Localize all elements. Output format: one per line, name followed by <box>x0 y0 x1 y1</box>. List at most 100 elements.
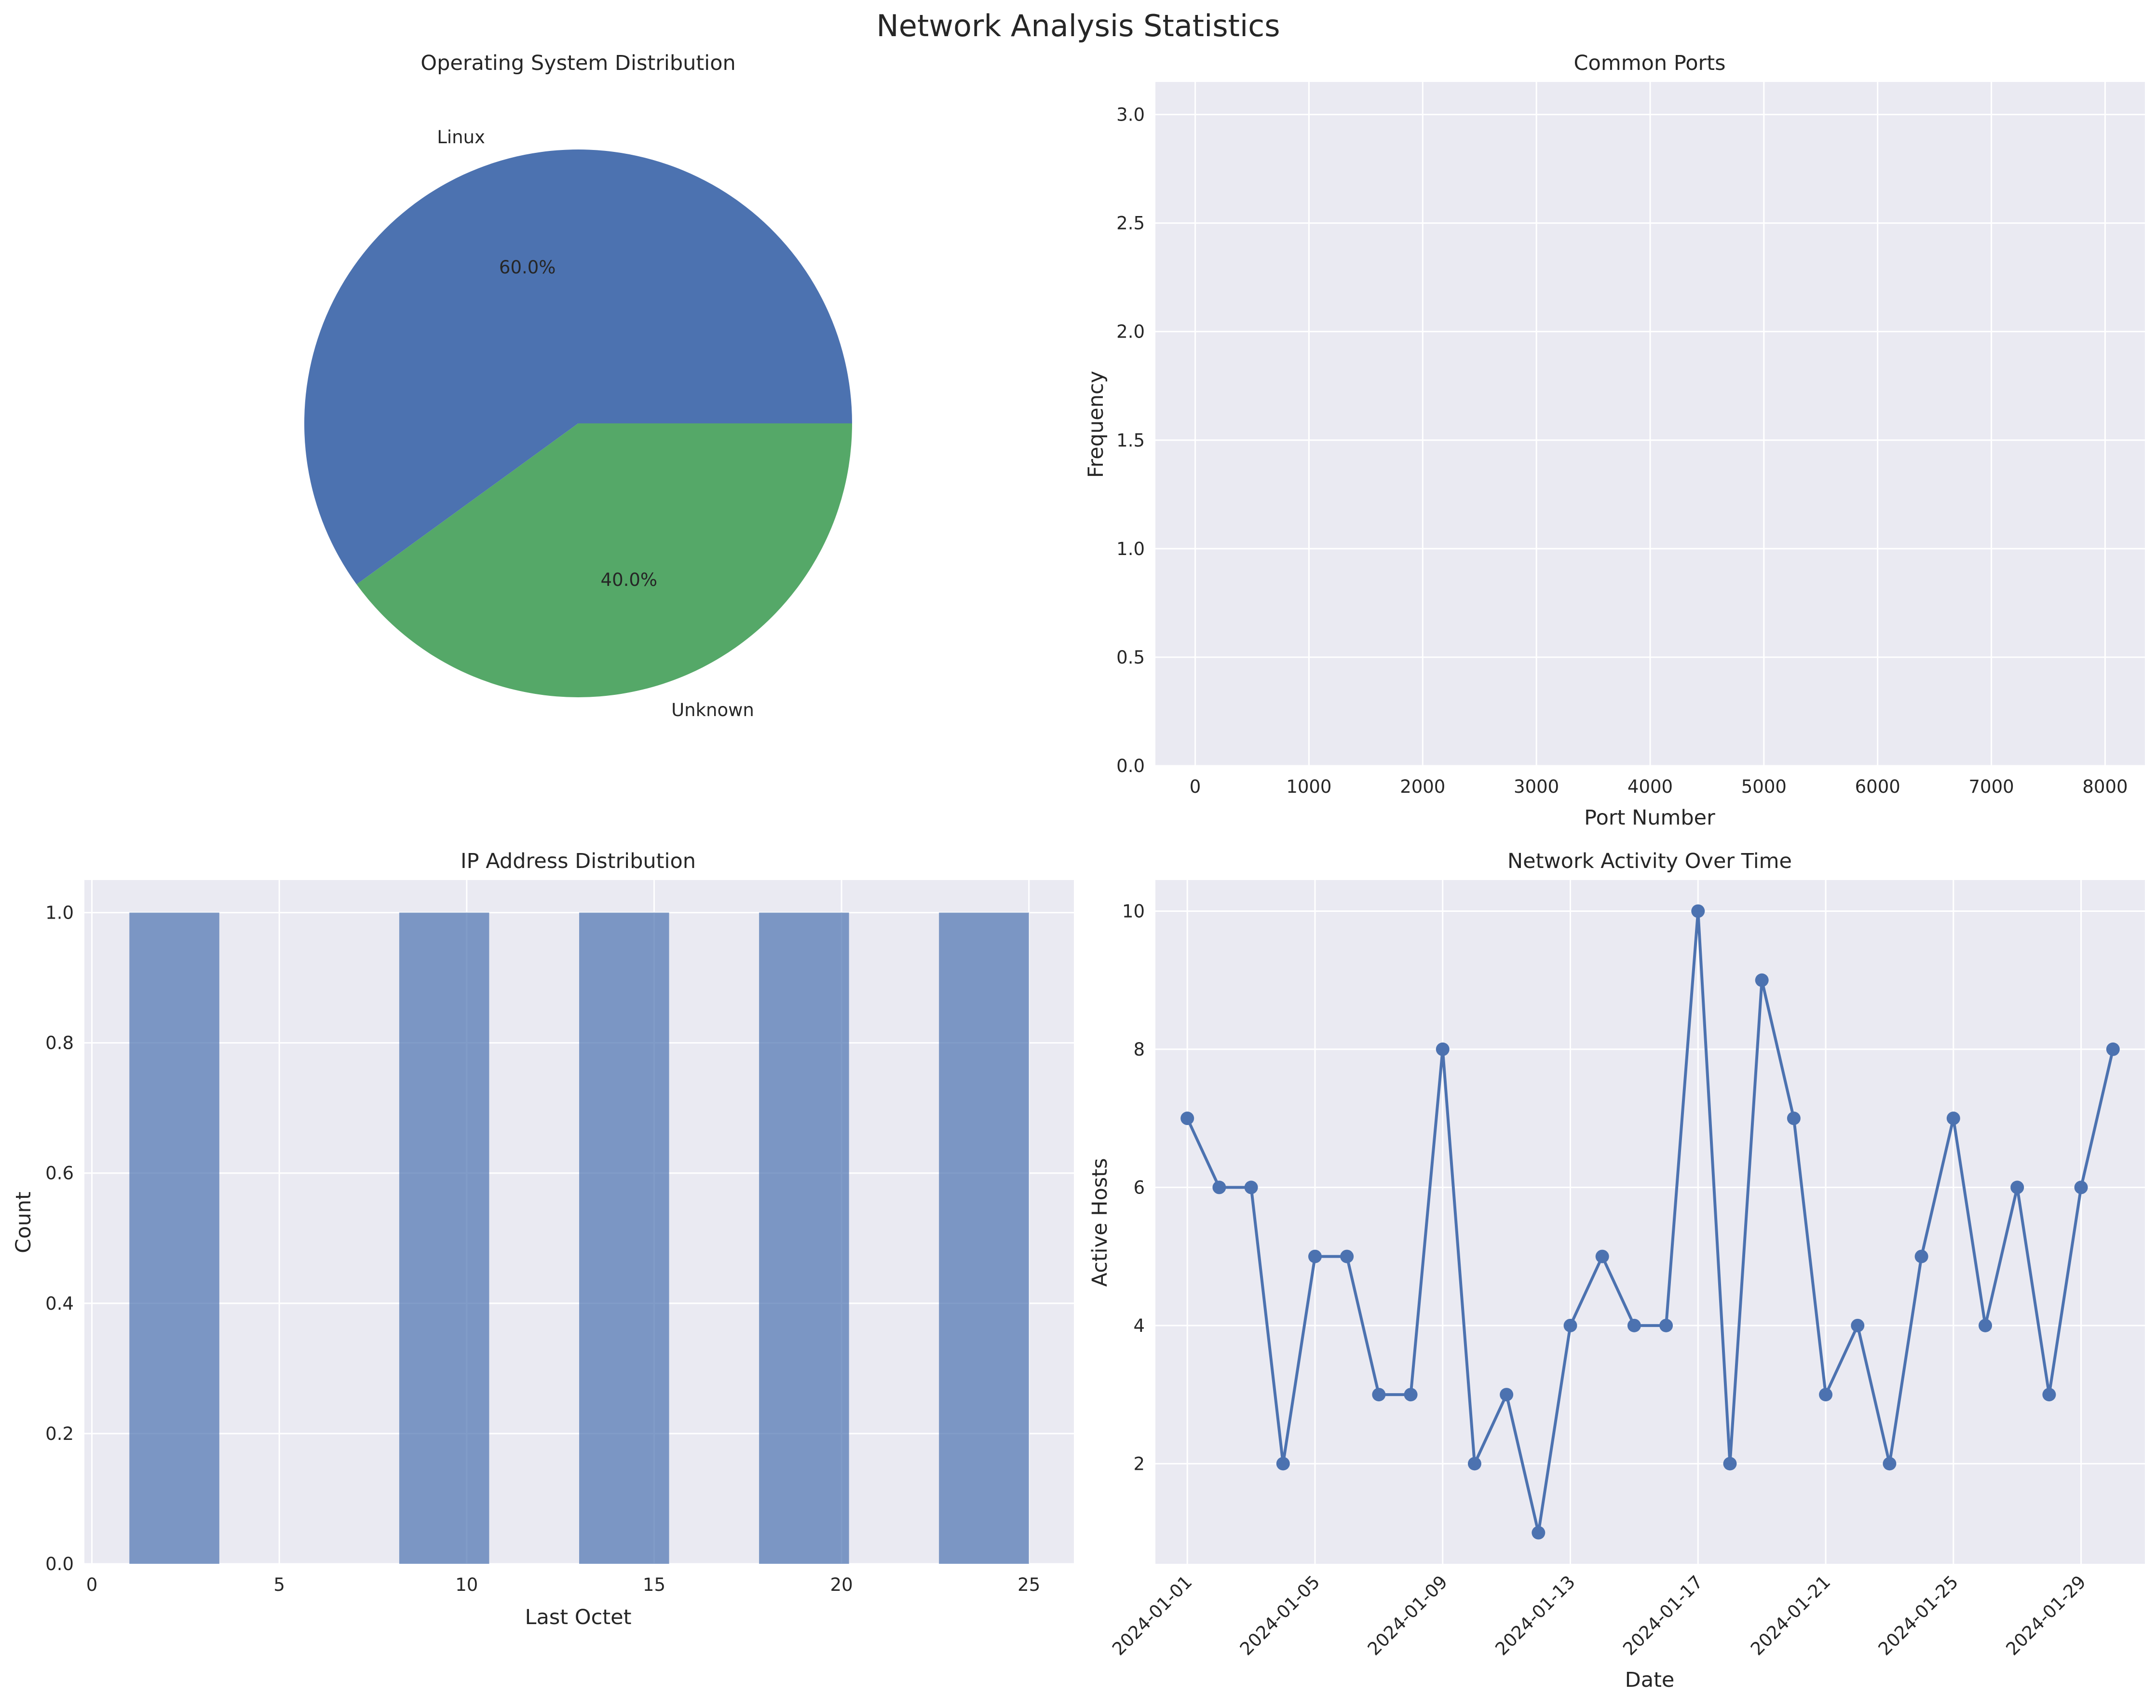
ports-panel: 0.0 0.5 1.0 1.5 2.0 2.5 3.0 0 1000 2000 3000 4000 50… <box>1084 51 2145 830</box>
pie-panel: Operating System Distribution Linux 60.0%… <box>304 51 853 720</box>
activity-marker <box>1467 1457 1481 1471</box>
ip-axes: 0.0 0.2 0.4 0.6 0.8 1.0 0 5 10 15 20 25 <box>45 880 1074 1595</box>
activity-marker <box>1340 1249 1354 1263</box>
x-tick-label: 5 <box>273 1574 285 1595</box>
activity-marker <box>1627 1318 1641 1332</box>
activity-marker <box>1595 1249 1609 1263</box>
y-tick-label: 0.8 <box>45 1033 74 1054</box>
x-tick-label: 2024-01-05 <box>1236 1572 1324 1659</box>
y-tick-label: 10 <box>1122 901 1145 922</box>
ip-xlabel: Last Octet <box>525 1605 632 1629</box>
y-tick-label: 2.0 <box>1116 322 1145 342</box>
y-tick-label: 2 <box>1133 1453 1145 1474</box>
activity-marker <box>1212 1180 1226 1194</box>
ip-ylabel: Count <box>12 1192 36 1253</box>
activity-marker <box>1979 1318 1993 1332</box>
pie-label: Unknown <box>671 700 754 720</box>
y-tick-label: 1.0 <box>45 903 74 923</box>
histogram-bar <box>939 912 1029 1564</box>
activity-marker <box>1244 1180 1258 1194</box>
x-tick-label: 4000 <box>1627 776 1673 797</box>
activity-marker <box>2010 1180 2024 1194</box>
y-tick-label: 0.2 <box>45 1423 74 1444</box>
y-tick-label: 1.0 <box>1116 539 1145 559</box>
activity-marker <box>1691 904 1705 918</box>
y-tick-label: 3.0 <box>1116 105 1145 125</box>
y-tick-label: 4 <box>1133 1315 1145 1336</box>
y-tick-label: 0.0 <box>45 1554 74 1574</box>
x-tick-label: 2024-01-09 <box>1364 1572 1451 1659</box>
ports-axes: 0.0 0.5 1.0 1.5 2.0 2.5 3.0 0 1000 2000 3000 4000 50… <box>1116 82 2145 797</box>
y-tick-label: 0.6 <box>45 1163 74 1184</box>
x-tick-label: 2024-01-13 <box>1491 1572 1579 1659</box>
ports-ylabel: Frequency <box>1084 371 1108 478</box>
pie-slice-linux <box>304 149 853 584</box>
suptitle: Network Analysis Statistics <box>876 8 1280 43</box>
activity-marker <box>1659 1318 1673 1332</box>
pie-percent-label: 60.0% <box>499 257 556 278</box>
x-tick-label: 10 <box>455 1574 478 1595</box>
x-tick-label: 2024-01-25 <box>1874 1572 1962 1659</box>
histogram-bar <box>129 912 219 1564</box>
x-tick-label: 8000 <box>2082 776 2128 797</box>
activity-marker <box>1755 973 1769 987</box>
activity-marker <box>2106 1042 2120 1056</box>
y-tick-label: 1.5 <box>1116 430 1145 451</box>
pie-percent-label: 40.0% <box>601 569 658 590</box>
activity-marker <box>1787 1112 1801 1125</box>
x-tick-label: 15 <box>643 1574 665 1595</box>
x-tick-label: 2024-01-01 <box>1108 1572 1196 1659</box>
x-tick-label: 25 <box>1017 1574 1040 1595</box>
y-tick-label: 0.4 <box>45 1293 74 1314</box>
x-tick-label: 0 <box>1190 776 1201 797</box>
activity-marker <box>2042 1388 2056 1402</box>
x-tick-label: 7000 <box>1969 776 2014 797</box>
activity-title: Network Activity Over Time <box>1507 849 1792 873</box>
pie-chart: Linux 60.0% Unknown 40.0% <box>304 127 853 720</box>
y-tick-label: 8 <box>1133 1039 1145 1060</box>
x-tick-label: 20 <box>830 1574 853 1595</box>
x-tick-label: 2024-01-17 <box>1619 1572 1707 1659</box>
activity-marker <box>1819 1388 1833 1402</box>
ports-xlabel: Port Number <box>1584 806 1715 830</box>
activity-marker <box>1883 1457 1897 1471</box>
activity-marker <box>1276 1457 1290 1471</box>
x-tick-label: 2024-01-21 <box>1747 1572 1834 1659</box>
y-tick-label: 0.0 <box>1116 756 1145 776</box>
activity-plot-area <box>1155 880 2145 1564</box>
activity-marker <box>1723 1457 1737 1471</box>
activity-marker <box>1436 1042 1450 1056</box>
activity-marker <box>1946 1112 1960 1125</box>
activity-marker <box>1563 1318 1577 1332</box>
ports-title: Common Ports <box>1574 51 1726 75</box>
y-tick-label: 0.5 <box>1116 647 1145 668</box>
activity-marker <box>1914 1249 1928 1263</box>
x-tick-label: 2024-01-29 <box>2002 1572 2090 1659</box>
activity-marker <box>1532 1526 1546 1540</box>
x-tick-label: 3000 <box>1514 776 1559 797</box>
activity-marker <box>1404 1388 1418 1402</box>
activity-marker <box>1308 1249 1322 1263</box>
x-tick-label: 6000 <box>1855 776 1900 797</box>
x-tick-label: 0 <box>86 1574 98 1595</box>
x-tick-label: 2000 <box>1400 776 1445 797</box>
activity-marker <box>1372 1388 1386 1402</box>
histogram-bar <box>399 912 489 1564</box>
x-tick-label: 5000 <box>1741 776 1787 797</box>
activity-marker <box>2074 1180 2088 1194</box>
activity-panel: 2 4 6 8 10 2024-01-01 2024-01-05 2024-01-09 2024… <box>1088 849 2145 1692</box>
y-tick-label: 6 <box>1133 1177 1145 1198</box>
pie-slice-unknown <box>356 423 853 698</box>
ip-title: IP Address Distribution <box>461 849 696 873</box>
y-tick-label: 2.5 <box>1116 213 1145 234</box>
ip-panel: 0.0 0.2 0.4 0.6 0.8 1.0 0 5 10 15 20 25 IP Address … <box>12 849 1074 1629</box>
activity-marker <box>1500 1388 1514 1402</box>
activity-ylabel: Active Hosts <box>1088 1158 1112 1287</box>
activity-marker <box>1851 1318 1865 1332</box>
histogram-bar <box>759 912 849 1564</box>
histogram-bar <box>579 912 669 1564</box>
activity-xlabel: Date <box>1625 1668 1675 1692</box>
activity-marker <box>1180 1112 1194 1125</box>
x-tick-label: 1000 <box>1286 776 1331 797</box>
